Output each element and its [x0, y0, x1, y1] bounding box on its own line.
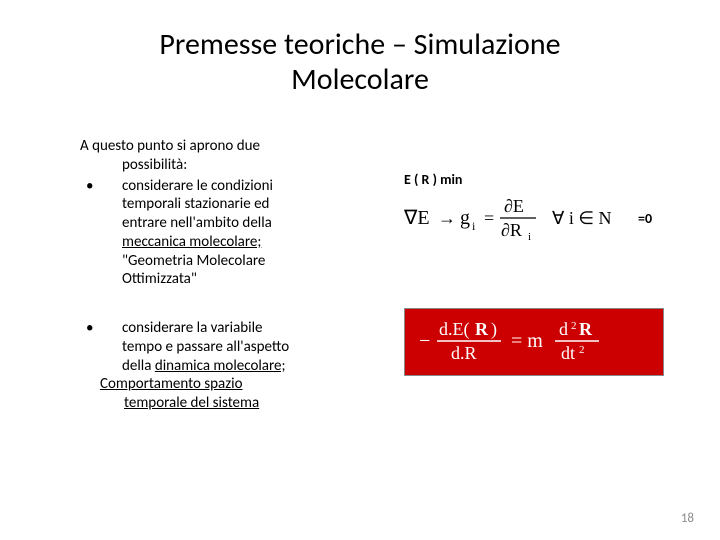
svg-text:−: − [419, 330, 430, 352]
title-line-1: Premesse teoriche – Simulazione [159, 26, 560, 63]
b2-l2: tempo e passare all'aspetto [122, 338, 289, 356]
b2-l1: considerare la variabile [122, 319, 263, 337]
equation-2-box: − d.E( R ) d.R = m d 2 R dt 2 [404, 308, 664, 376]
svg-text:R: R [475, 319, 489, 339]
svg-text:2: 2 [571, 320, 577, 332]
equation-2-svg: − d.E( R ) d.R = m d 2 R dt 2 [419, 317, 649, 365]
b1-l1: considerare le condizioni [122, 177, 273, 195]
intro-line-2: possibilità: [80, 156, 380, 175]
svg-text:∂R: ∂R [501, 220, 522, 240]
right-column: E ( R ) min ∇E → g i = ∂E ∂R i ∀ i ∈ N =… [380, 137, 696, 413]
bullet-1-text: considerare le condizioni temporali staz… [122, 177, 380, 290]
b2-l3a: della [122, 357, 155, 375]
emin-label: E ( R ) min [404, 171, 696, 188]
b2-l3b: dinamica molecolare; [155, 357, 286, 375]
svg-text:∇E: ∇E [404, 207, 430, 229]
svg-text:d.R: d.R [451, 343, 477, 363]
svg-text:g: g [460, 207, 470, 229]
comp-l2: temporale del sistema [80, 394, 380, 413]
left-column: A questo punto si aprono due possibilità… [80, 137, 380, 413]
b1-l6: Ottimizzata" [122, 270, 197, 288]
b1-l3: entrare nell'ambito della [122, 214, 272, 232]
equals-zero: =0 [638, 210, 652, 227]
svg-text:R: R [579, 319, 593, 339]
svg-text:→: → [438, 208, 456, 228]
svg-text:i: i [528, 231, 531, 242]
equation-2-wrap: − d.E( R ) d.R = m d 2 R dt 2 [404, 308, 696, 381]
page-number: 18 [681, 511, 694, 526]
bullet-2: • considerare la variabile tempo e passa… [80, 319, 380, 375]
svg-text:dt: dt [561, 343, 575, 363]
equation-1: ∇E → g i = ∂E ∂R i ∀ i ∈ N =0 [404, 194, 696, 242]
bullet-1: • considerare le condizioni temporali st… [80, 177, 380, 290]
b1-l4: meccanica molecolare; [122, 233, 261, 251]
slide-title: Premesse teoriche – Simulazione Molecola… [0, 0, 720, 97]
b1-l5: "Geometria Molecolare [122, 252, 265, 270]
bullet-2-dot: • [80, 319, 122, 375]
svg-text:2: 2 [579, 344, 585, 356]
bullet-1-dot: • [80, 177, 122, 290]
title-line-2: Molecolare [291, 61, 429, 98]
content-area: A questo punto si aprono due possibilità… [0, 97, 720, 413]
svg-text:d: d [559, 319, 568, 339]
svg-text:=: = [484, 208, 494, 228]
b1-l2: temporali stazionarie ed [122, 195, 269, 213]
comp-l1: Comportamento spazio [80, 375, 380, 394]
intro-line-1: A questo punto si aprono due [80, 137, 380, 156]
svg-text:d.E(: d.E( [439, 319, 470, 340]
svg-text:): ) [491, 319, 497, 340]
bullet-2-text: considerare la variabile tempo e passare… [122, 319, 380, 375]
svg-text:∂E: ∂E [504, 196, 524, 216]
svg-text:∀ i ∈ N: ∀ i ∈ N [552, 208, 612, 228]
svg-text:= m: = m [511, 330, 543, 352]
equation-1-svg: ∇E → g i = ∂E ∂R i ∀ i ∈ N [404, 194, 624, 242]
svg-text:i: i [472, 219, 476, 233]
